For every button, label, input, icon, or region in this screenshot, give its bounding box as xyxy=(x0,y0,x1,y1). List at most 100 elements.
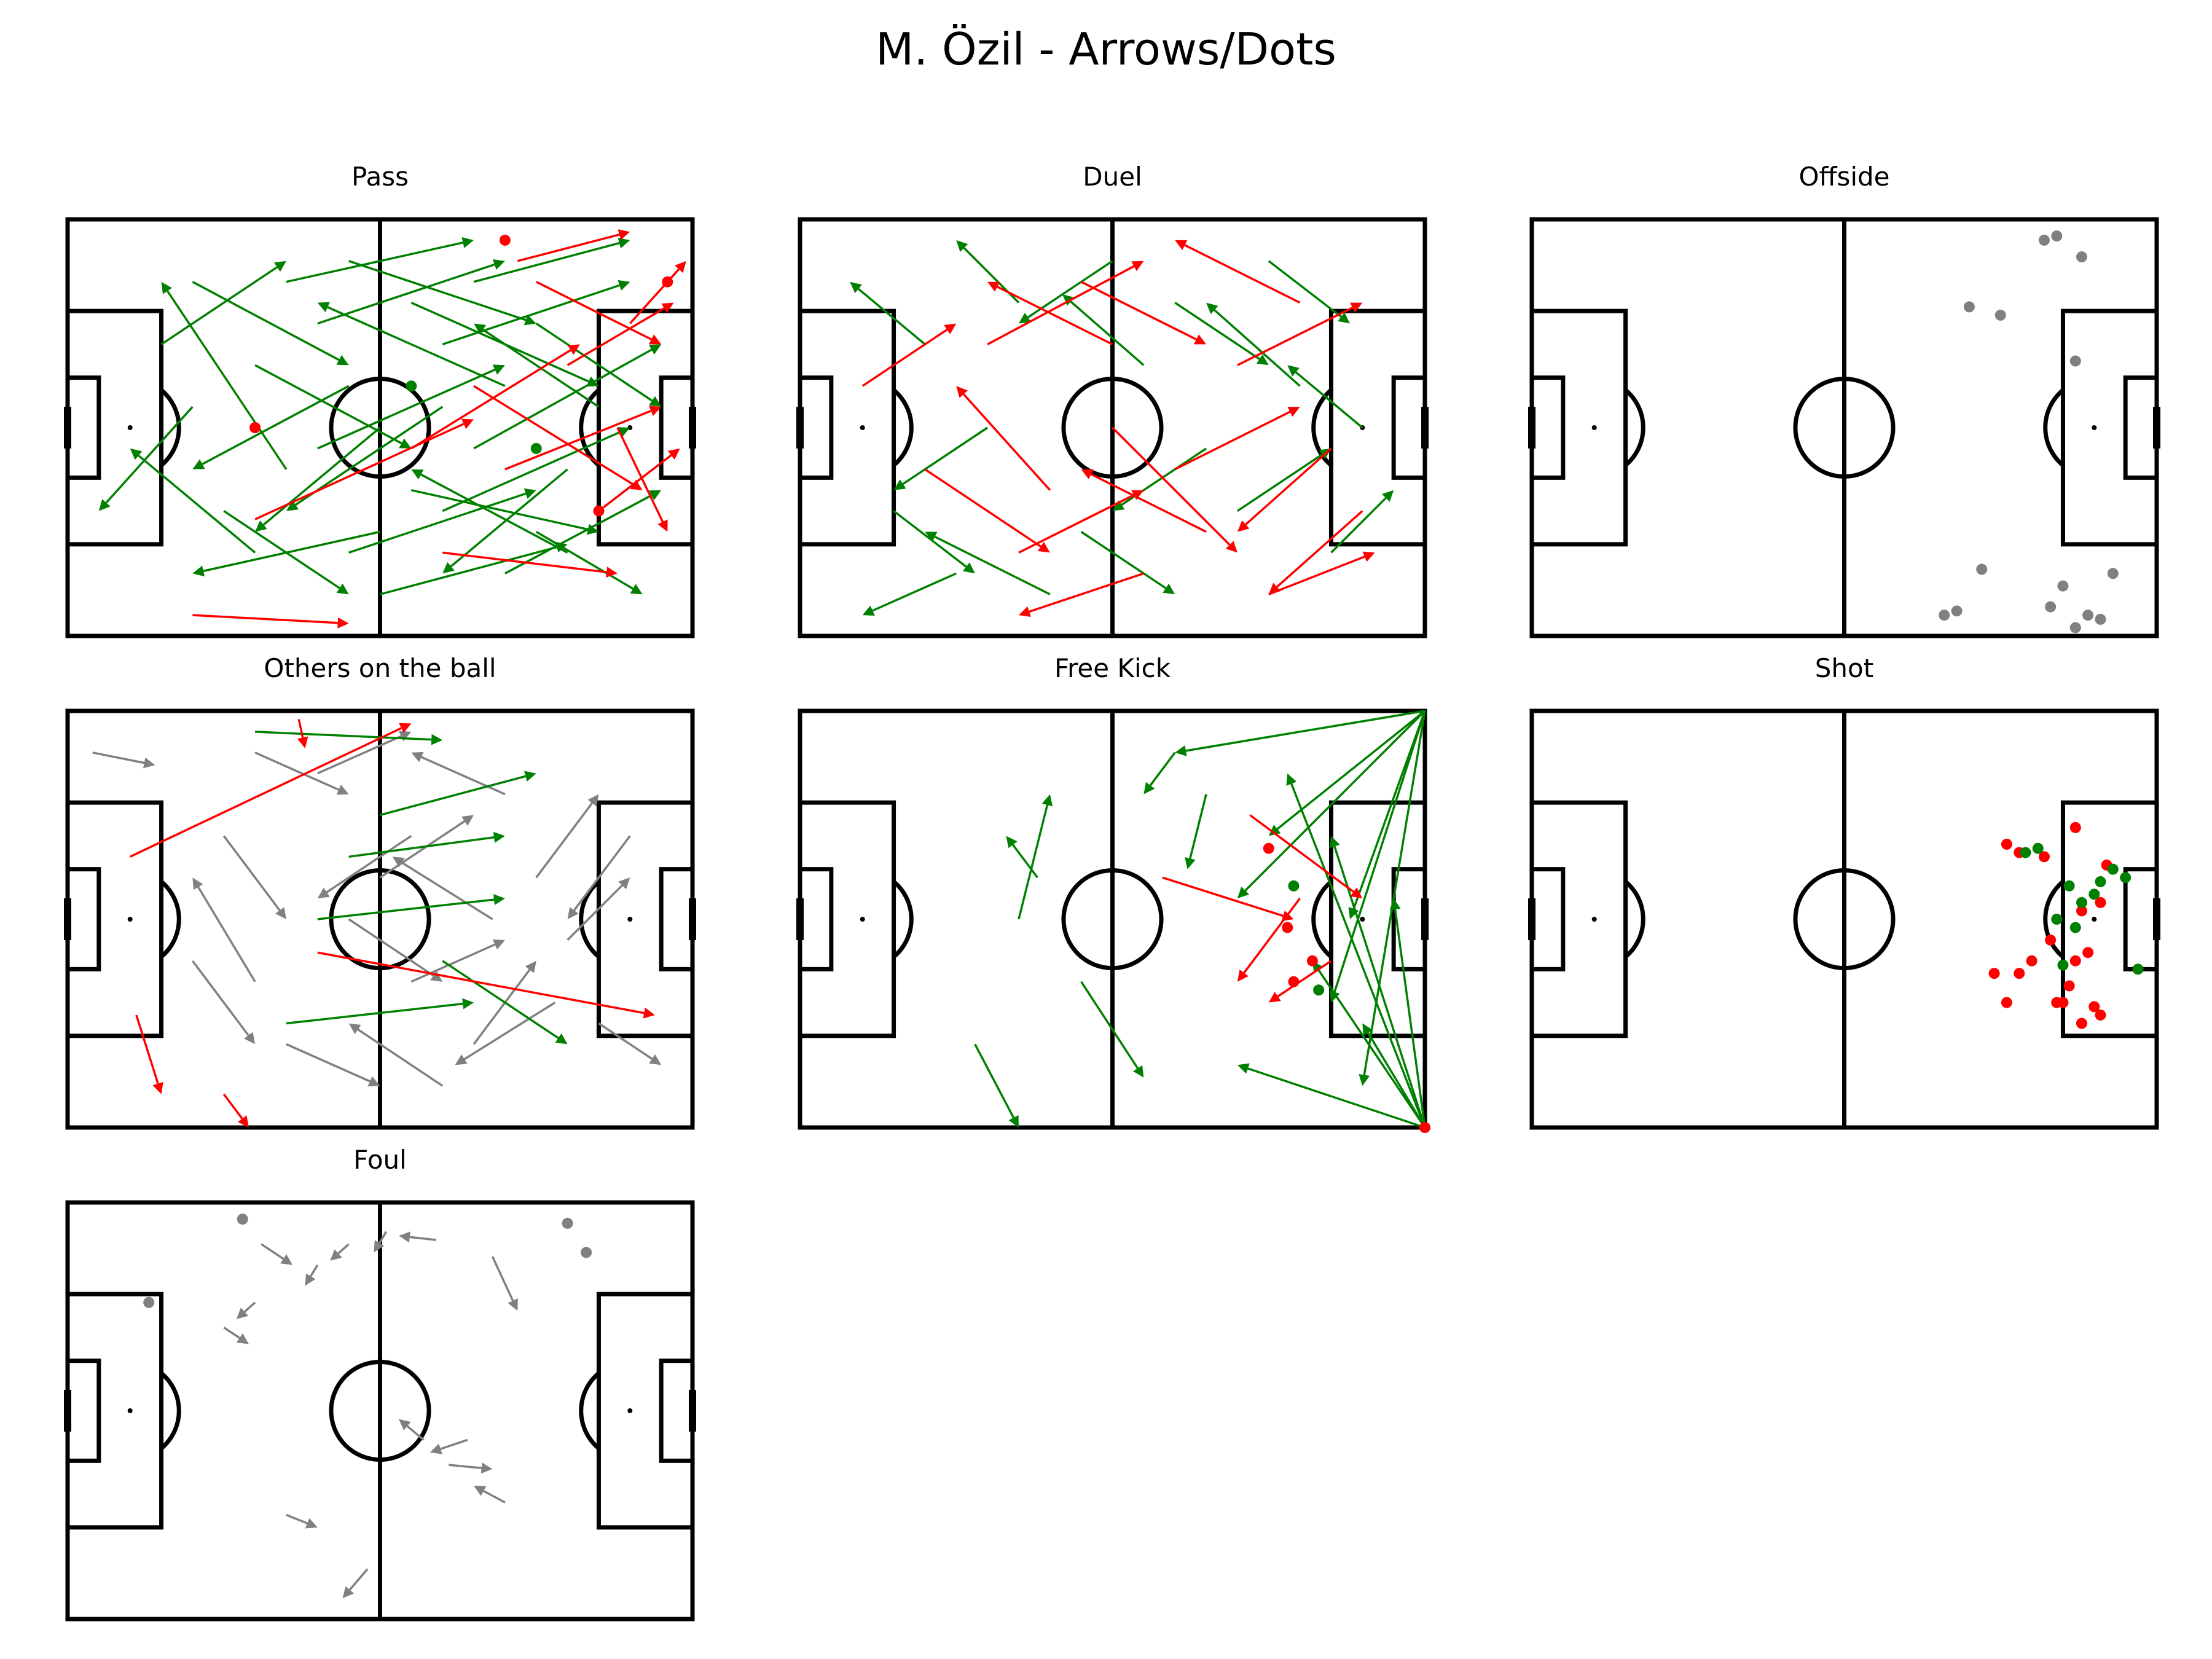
event-arrow-0-12-head xyxy=(1041,794,1053,807)
right-penalty-spot xyxy=(2092,917,2097,922)
event-arrow-0-10-head xyxy=(1329,836,1340,849)
event-arrow-1-11-shaft xyxy=(1018,494,1135,554)
event-arrow-1-4 xyxy=(956,386,1051,491)
event-arrow-0-9 xyxy=(98,406,194,511)
event-arrow-1-6-head xyxy=(630,479,643,490)
event-arrow-0-2-shaft xyxy=(1333,710,1426,992)
event-arrow-0-10-head xyxy=(1382,490,1394,502)
event-arrow-1-1-head xyxy=(1131,261,1144,272)
event-arrow-0-11-shaft xyxy=(348,1568,369,1591)
event-arrow-1-0-shaft xyxy=(255,731,432,741)
event-dot-0-12 xyxy=(2107,568,2119,579)
left-penalty-arc xyxy=(160,880,181,959)
left-penalty-area xyxy=(65,800,164,1038)
event-arrow-0-9-shaft xyxy=(1394,909,1426,1128)
event-arrow-1-12-head xyxy=(1362,551,1375,562)
event-arrow-1-13-shaft xyxy=(861,329,948,387)
event-arrow-1-0 xyxy=(1162,876,1294,922)
event-arrow-1-6-shaft xyxy=(473,385,634,485)
event-arrow-0-10 xyxy=(535,530,643,595)
event-arrow-0-6 xyxy=(130,448,256,554)
event-dot-1-8 xyxy=(2088,888,2100,900)
left-penalty-spot xyxy=(860,425,865,430)
event-arrow-0-27-head xyxy=(286,500,299,511)
event-arrow-0-1-shaft xyxy=(167,290,288,470)
event-arrow-0-3 xyxy=(1237,710,1426,899)
event-arrow-1-7-head xyxy=(675,261,686,273)
event-dot-0-7 xyxy=(1951,605,1963,617)
event-arrow-0-0-head xyxy=(925,531,938,542)
event-arrow-1-6 xyxy=(473,385,643,490)
left-penalty-spot xyxy=(1591,917,1597,922)
event-arrow-1-2-shaft xyxy=(380,775,526,817)
event-arrow-0-12-shaft xyxy=(1070,300,1145,366)
event-arrow-0-3-shaft xyxy=(202,385,350,465)
event-arrow-0-13-shaft xyxy=(1012,844,1038,879)
event-arrow-1-4-head xyxy=(956,386,968,398)
right-goal xyxy=(1421,407,1429,449)
event-arrow-0-3-head xyxy=(192,459,205,469)
event-arrow-1-1-head xyxy=(493,894,505,906)
event-arrow-0-19-shaft xyxy=(160,266,278,345)
panel-title: Pass xyxy=(351,162,409,192)
event-arrow-0-12-shaft xyxy=(483,1489,506,1504)
event-arrow-2-0 xyxy=(129,723,412,858)
event-arrow-0-28-shaft xyxy=(348,260,527,321)
event-dot-1-1 xyxy=(2032,842,2044,854)
event-arrow-0-11-head xyxy=(255,520,267,532)
event-arrow-0-0-shaft xyxy=(380,546,557,595)
event-arrow-1-2 xyxy=(380,771,536,817)
event-dot-0-2 xyxy=(2076,251,2087,263)
figure-title: M. Özil - Arrows/Dots xyxy=(876,23,1336,75)
event-arrow-0-25-shaft xyxy=(535,323,653,402)
event-arrow-0-6-head xyxy=(399,1231,410,1243)
event-arrow-0-2 xyxy=(317,834,412,899)
event-dot-1-5 xyxy=(2076,896,2087,908)
event-arrow-0-28 xyxy=(348,260,536,326)
event-arrow-0-10-head xyxy=(399,731,412,742)
event-arrow-1-9 xyxy=(1080,281,1207,345)
event-dot-0-0 xyxy=(1419,1122,1430,1133)
event-dot-0-5 xyxy=(2069,355,2081,367)
event-arrow-0-6-head xyxy=(618,877,630,890)
event-arrow-0-18 xyxy=(410,488,599,535)
event-arrow-1-7 xyxy=(629,261,686,324)
event-arrow-0-16-shaft xyxy=(410,943,496,983)
event-arrow-0-7-shaft xyxy=(222,835,281,911)
event-arrow-0-3 xyxy=(1236,448,1332,512)
event-arrow-0-8-head xyxy=(956,240,968,252)
event-dot-0-3 xyxy=(2069,822,2081,833)
event-arrow-0-12 xyxy=(286,1043,380,1087)
event-arrow-0-15-shaft xyxy=(1080,981,1139,1069)
event-arrow-1-3 xyxy=(535,281,662,345)
event-arrow-0-13-shaft xyxy=(449,1464,482,1469)
event-arrow-0-20-head xyxy=(474,323,487,334)
event-dot-1-0 xyxy=(2020,847,2031,858)
event-arrow-0-2-shaft xyxy=(223,1326,240,1339)
pitch-panel-offside: Offside xyxy=(1528,162,2160,638)
left-goal xyxy=(64,1390,71,1432)
event-arrow-1-3-head xyxy=(1175,240,1188,250)
left-goal xyxy=(64,898,71,940)
pitch-panel-others-on-the-ball: Others on the ball xyxy=(64,653,696,1130)
event-arrow-0-1-shaft xyxy=(197,886,256,982)
event-arrow-1-0 xyxy=(1112,426,1237,553)
panel-title: Foul xyxy=(353,1145,407,1175)
event-arrow-1-8-head xyxy=(1237,520,1250,532)
event-arrow-0-6-head xyxy=(1206,302,1218,315)
event-arrow-1-14-head xyxy=(1268,582,1281,595)
event-arrow-0-7 xyxy=(491,1256,518,1311)
event-arrow-0-6 xyxy=(1312,960,1426,1128)
left-penalty-area xyxy=(798,308,896,547)
event-arrow-1-15-head xyxy=(987,281,1000,292)
event-arrow-0-8-head xyxy=(399,1419,411,1430)
event-arrow-1-10-head xyxy=(1287,407,1300,417)
event-arrow-1-1-shaft xyxy=(987,265,1135,345)
event-arrow-0-6-shaft xyxy=(567,884,623,941)
event-dot-0-10 xyxy=(2001,997,2012,1008)
right-penalty-area xyxy=(596,800,695,1038)
event-arrow-0-1 xyxy=(161,281,288,470)
event-arrow-0-2-shaft xyxy=(442,431,621,512)
event-arrow-0-15-head xyxy=(244,1032,256,1045)
